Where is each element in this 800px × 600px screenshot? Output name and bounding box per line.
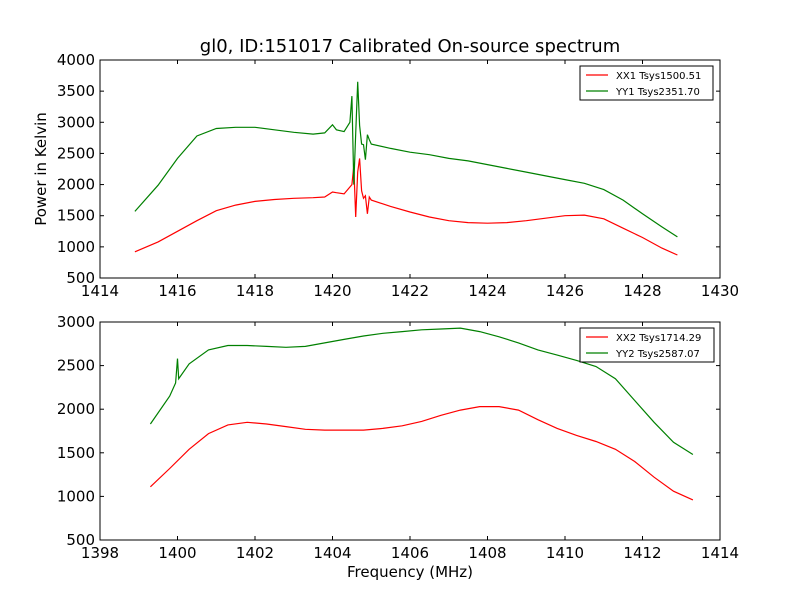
y-tick-label: 1000 xyxy=(57,487,95,505)
x-tick-label: 1404 xyxy=(313,544,351,562)
series-line-yy2 xyxy=(149,327,694,456)
y-tick-label: 3000 xyxy=(57,313,95,331)
legend: XX1 Tsys1500.51 YY1 Tsys2351.70 xyxy=(579,65,714,101)
y-tick-label: 500 xyxy=(66,269,95,287)
x-tick-label: 1408 xyxy=(468,544,506,562)
legend-box xyxy=(579,327,715,363)
legend: XX2 Tsys1714.29 YY2 Tsys2587.07 xyxy=(579,327,715,363)
legend-label: XX2 Tsys1714.29 xyxy=(616,333,701,344)
x-tick-label: 1414 xyxy=(81,282,119,300)
x-tick-label: 1428 xyxy=(623,282,661,300)
y-tick-label: 2500 xyxy=(57,144,95,162)
x-tick-label: 1430 xyxy=(701,282,739,300)
x-tick-label: 1416 xyxy=(158,282,196,300)
y-tick-label: 3000 xyxy=(57,113,95,131)
top-panel: 1414 1416 1418 1420 1422 1424 1426 1428 1430 500 1… xyxy=(32,51,739,300)
y-tick-label: 3500 xyxy=(57,82,95,100)
bottom-panel: 1398 1400 1402 1404 1406 1408 1410 1412 1414 500 1… xyxy=(57,313,739,581)
legend-label: YY1 Tsys2351.70 xyxy=(615,87,700,98)
x-tick-label: 1400 xyxy=(158,544,196,562)
series-line-xx2 xyxy=(149,406,694,501)
x-tick-label: 1424 xyxy=(468,282,506,300)
y-tick-label: 1500 xyxy=(57,444,95,462)
series-line-xx1 xyxy=(134,158,678,256)
x-tick-label: 1414 xyxy=(701,544,739,562)
legend-box xyxy=(579,65,714,101)
y-axis-label: Power in Kelvin xyxy=(32,112,50,226)
y-tick-label: 1000 xyxy=(57,238,95,256)
x-tick-label: 1410 xyxy=(546,544,584,562)
y-tick-label: 2000 xyxy=(57,176,95,194)
x-tick-label: 1422 xyxy=(391,282,429,300)
y-tick-label: 4000 xyxy=(57,51,95,69)
x-tick-label: 1398 xyxy=(81,544,119,562)
y-tick-label: 1500 xyxy=(57,207,95,225)
y-tick-label: 2500 xyxy=(57,357,95,375)
series-line-yy1 xyxy=(134,81,678,238)
x-tick-label: 1426 xyxy=(546,282,584,300)
x-axis-label: Frequency (MHz) xyxy=(347,563,473,581)
y-tick-label: 2000 xyxy=(57,400,95,418)
x-tick-label: 1418 xyxy=(236,282,274,300)
legend-label: XX1 Tsys1500.51 xyxy=(616,71,701,82)
chart-title: gl0, ID:151017 Calibrated On-source spec… xyxy=(200,36,620,57)
y-tick-label: 500 xyxy=(66,531,95,549)
x-tick-label: 1420 xyxy=(313,282,351,300)
x-tick-label: 1402 xyxy=(236,544,274,562)
legend-label: YY2 Tsys2587.07 xyxy=(615,349,700,360)
x-tick-label: 1412 xyxy=(623,544,661,562)
x-tick-label: 1406 xyxy=(391,544,429,562)
